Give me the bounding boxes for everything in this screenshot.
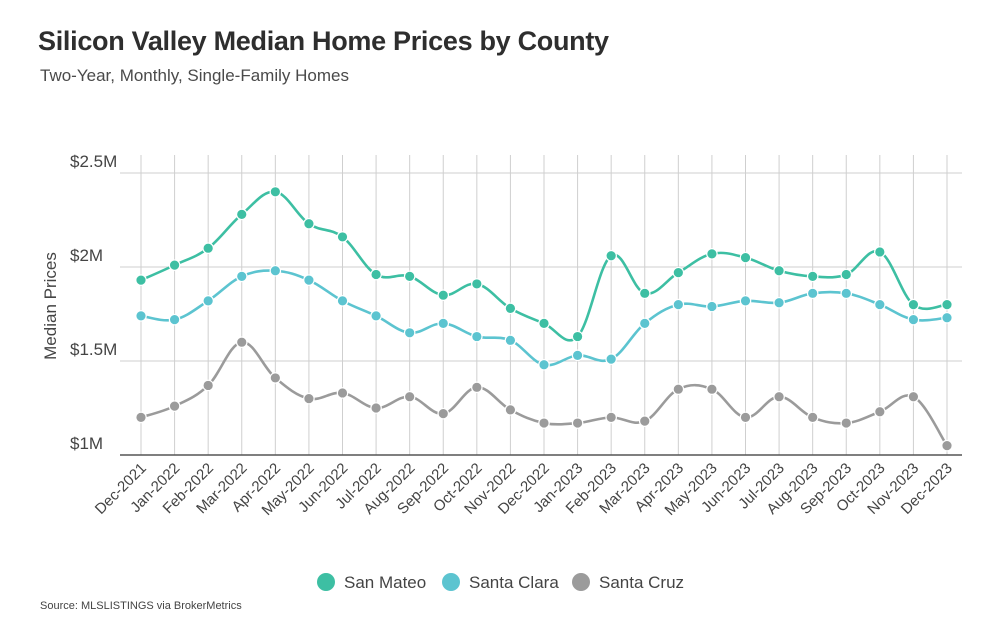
data-point-san-mateo [806, 270, 819, 283]
data-point-santa-clara [941, 311, 953, 324]
data-point-santa-cruz [269, 372, 282, 384]
legend-marker-santa-cruz [572, 573, 590, 591]
data-point-santa-clara [773, 296, 785, 309]
data-point-san-mateo [672, 266, 685, 279]
x-axis-ticks: Dec-2021Jan-2022Feb-2022Mar-2022Apr-2022… [92, 460, 956, 519]
source-note: Source: MLSLISTINGS via BrokerMetrics [40, 600, 242, 612]
y-tick-label: $1M [70, 434, 103, 453]
legend-label-san-mateo: San Mateo [344, 573, 426, 592]
data-point-santa-cruz [336, 387, 349, 399]
data-point-san-mateo [504, 302, 517, 315]
data-point-santa-clara [739, 295, 752, 307]
data-point-santa-clara [135, 310, 147, 322]
data-point-santa-cruz [202, 379, 214, 392]
data-point-santa-cruz [168, 400, 181, 412]
data-point-san-mateo [370, 268, 382, 281]
data-point-santa-clara [437, 317, 450, 330]
data-point-santa-clara [706, 300, 718, 313]
data-point-santa-cruz [303, 392, 315, 405]
legend: San Mateo Santa Clara Santa Cruz [317, 573, 684, 592]
data-point-santa-cruz [706, 383, 718, 395]
data-point-san-mateo [202, 242, 214, 254]
data-point-santa-clara [471, 330, 483, 343]
data-point-san-mateo [773, 264, 785, 277]
data-point-santa-clara [336, 295, 349, 307]
data-point-san-mateo [336, 231, 349, 243]
data-point-santa-clara [403, 326, 416, 339]
legend-marker-san-mateo [317, 573, 335, 591]
data-point-santa-cruz [773, 390, 785, 403]
data-point-santa-cruz [471, 381, 483, 394]
data-point-santa-clara [571, 349, 584, 362]
y-tick-label: $2.5M [70, 152, 117, 171]
data-point-santa-cruz [135, 411, 147, 424]
data-point-santa-clara [538, 358, 550, 371]
data-point-santa-clara [303, 274, 315, 286]
data-point-santa-cruz [806, 411, 819, 424]
data-point-santa-clara [638, 317, 651, 330]
data-point-santa-cruz [605, 411, 617, 424]
legend-label-santa-cruz: Santa Cruz [599, 573, 684, 592]
data-point-san-mateo [941, 298, 953, 311]
data-point-san-mateo [638, 287, 651, 300]
series-points [135, 186, 953, 452]
data-point-san-mateo [874, 246, 886, 258]
data-point-santa-clara [235, 270, 248, 283]
data-point-santa-cruz [235, 336, 248, 348]
data-point-san-mateo [605, 249, 617, 262]
data-point-san-mateo [538, 317, 550, 330]
y-tick-label: $2M [70, 246, 103, 265]
data-point-san-mateo [471, 278, 483, 290]
data-point-santa-cruz [638, 415, 651, 427]
data-point-santa-clara [504, 334, 517, 347]
data-point-san-mateo [168, 259, 181, 271]
data-point-santa-cruz [571, 417, 584, 429]
data-point-santa-clara [370, 310, 382, 322]
chart-title: Silicon Valley Median Home Prices by Cou… [38, 26, 609, 56]
data-point-santa-clara [907, 313, 920, 326]
y-tick-label: $1.5M [70, 340, 117, 359]
data-point-santa-cruz [941, 439, 953, 452]
data-point-san-mateo [269, 186, 282, 198]
data-point-san-mateo [437, 289, 450, 301]
data-point-santa-clara [672, 298, 685, 311]
data-point-san-mateo [135, 274, 147, 286]
data-point-san-mateo [907, 298, 920, 311]
data-point-san-mateo [571, 330, 584, 343]
data-point-san-mateo [235, 208, 248, 221]
data-point-santa-clara [806, 287, 819, 300]
legend-marker-santa-clara [442, 573, 460, 591]
data-point-santa-clara [840, 287, 853, 300]
data-point-san-mateo [739, 251, 752, 264]
data-point-san-mateo [840, 268, 853, 281]
data-point-santa-cruz [840, 417, 853, 429]
data-point-santa-cruz [874, 405, 886, 418]
data-point-santa-cruz [370, 402, 382, 414]
data-point-santa-clara [874, 298, 886, 311]
data-point-santa-cruz [739, 411, 752, 424]
data-point-santa-clara [202, 295, 214, 307]
data-point-santa-cruz [907, 390, 920, 403]
data-point-santa-cruz [672, 383, 685, 395]
data-point-santa-cruz [437, 407, 450, 420]
data-point-san-mateo [403, 270, 416, 283]
y-axis-label: Median Prices [41, 252, 60, 360]
data-point-san-mateo [303, 217, 315, 230]
data-point-santa-clara [605, 353, 617, 365]
y-axis-ticks: $1M $1.5M $2M $2.5M [70, 152, 117, 453]
legend-label-santa-clara: Santa Clara [469, 573, 559, 592]
data-point-santa-cruz [403, 390, 416, 403]
chart-subtitle: Two-Year, Monthly, Single-Family Homes [40, 66, 349, 85]
data-point-san-mateo [706, 248, 718, 260]
data-point-santa-cruz [538, 417, 550, 429]
data-point-santa-clara [269, 264, 282, 277]
data-point-santa-clara [168, 313, 181, 326]
data-point-santa-cruz [504, 404, 517, 416]
grid [120, 155, 962, 456]
